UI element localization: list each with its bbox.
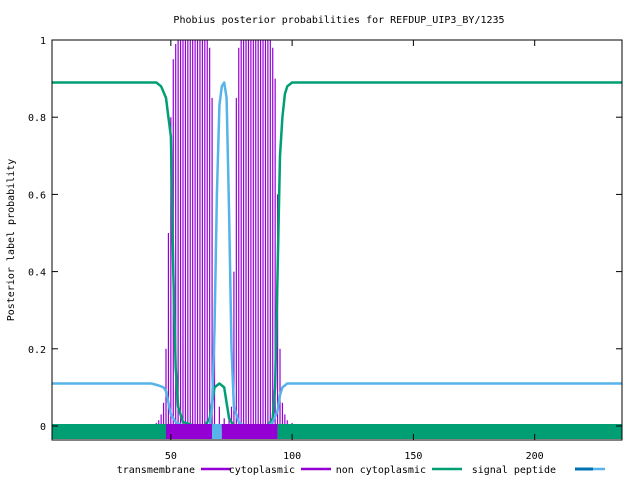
series-line bbox=[52, 81, 622, 428]
topology-segment bbox=[212, 424, 222, 439]
legend-entry: transmembrane bbox=[117, 465, 231, 476]
y-tick-label: 0.8 bbox=[28, 113, 46, 124]
topology-segment bbox=[52, 424, 166, 439]
legend-label: signal peptide bbox=[472, 465, 556, 476]
x-tick-label: 150 bbox=[404, 451, 422, 462]
plot-area bbox=[52, 40, 622, 439]
y-tick-label: 0.6 bbox=[28, 190, 46, 201]
series-transmembrane bbox=[145, 40, 390, 426]
series-non-cytoplasmic bbox=[52, 81, 622, 428]
topology-segment bbox=[166, 424, 213, 439]
topology-bar bbox=[52, 424, 622, 439]
legend: transmembrane cytoplasmic non cytoplasmic s… bbox=[117, 465, 605, 476]
topology-segment bbox=[277, 424, 622, 439]
x-tick-label: 100 bbox=[283, 451, 301, 462]
y-axis-label: Posterior label probability bbox=[6, 159, 17, 322]
x-tick-label: 50 bbox=[165, 451, 177, 462]
y-tick-label: 0 bbox=[40, 422, 46, 433]
y-tick-label: 0.2 bbox=[28, 345, 46, 356]
legend-entry: non cytoplasmic bbox=[336, 465, 462, 476]
legend-label: cytoplasmic bbox=[229, 465, 295, 476]
series-signal-peptide bbox=[52, 81, 622, 428]
chart-title: Phobius posterior probabilities for REFD… bbox=[173, 15, 504, 26]
series-line bbox=[52, 81, 622, 428]
y-tick-label: 0.4 bbox=[28, 268, 46, 279]
y-tick-label: 1 bbox=[40, 36, 46, 47]
legend-label: transmembrane bbox=[117, 465, 195, 476]
legend-label: non cytoplasmic bbox=[336, 465, 426, 476]
x-tick-label: 200 bbox=[526, 451, 544, 462]
topology-segment bbox=[221, 424, 278, 439]
legend-entry: cytoplasmic bbox=[229, 465, 331, 476]
plot-frame bbox=[51, 39, 623, 441]
